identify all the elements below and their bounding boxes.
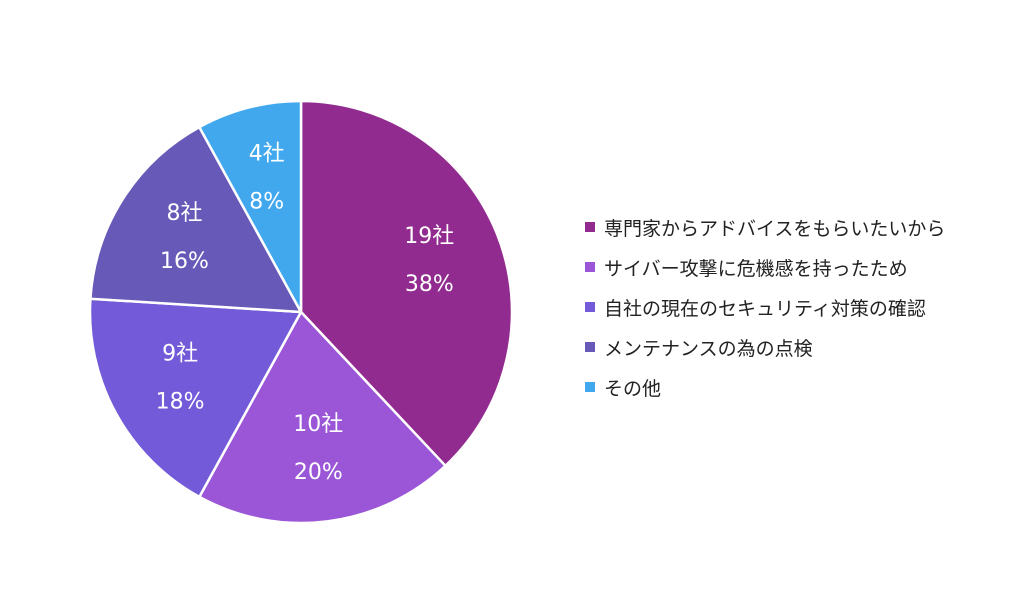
legend: 専門家からアドバイスをもらいたいから サイバー攻撃に危機感を持ったため 自社の現在の… <box>585 207 945 407</box>
legend-item-3: 自社の現在のセキュリティ対策の確認 <box>585 287 945 327</box>
pie-slice-4 <box>89 125 303 314</box>
legend-swatch-1 <box>585 222 595 232</box>
legend-swatch-2 <box>585 262 595 272</box>
legend-item-1: 専門家からアドバイスをもらいたいから <box>585 207 945 247</box>
slice-count-label-5: 4社 <box>249 141 285 166</box>
legend-item-5: その他 <box>585 367 945 407</box>
legend-label-1: 専門家からアドバイスをもらいたいから <box>604 217 946 240</box>
legend-swatch-3 <box>585 302 595 312</box>
slice-percent-label-5: 8% <box>249 189 284 214</box>
legend-item-4: メンテナンスの為の点検 <box>585 327 945 367</box>
legend-label-4: メンテナンスの為の点検 <box>604 337 813 360</box>
slice-count-label-4: 8社 <box>167 201 203 226</box>
slice-count-label-1: 19社 <box>404 224 454 249</box>
slice-percent-label-4: 16% <box>160 249 209 274</box>
slice-percent-label-3: 18% <box>156 390 205 415</box>
slice-percent-label-2: 20% <box>294 460 343 485</box>
legend-swatch-4 <box>585 342 595 352</box>
pie-slices <box>88 99 514 525</box>
pie-slice-2 <box>198 310 447 525</box>
pie-slice-1 <box>299 99 514 468</box>
legend-label-5: その他 <box>604 377 662 400</box>
legend-label-3: 自社の現在のセキュリティ対策の確認 <box>604 297 926 320</box>
pie-slice-3 <box>88 297 303 499</box>
slice-count-label-3: 9社 <box>162 342 198 367</box>
legend-label-2: サイバー攻撃に危機感を持ったため <box>604 257 908 280</box>
legend-item-2: サイバー攻撃に危機感を持ったため <box>585 247 945 287</box>
pie-labels: 19社 38% 10社 20% 9社 18% 8社 16% 4社 8% <box>156 141 455 485</box>
slice-percent-label-1: 38% <box>405 272 454 297</box>
legend-swatch-5 <box>585 382 595 392</box>
pie-slice-5 <box>198 99 303 314</box>
slice-count-label-2: 10社 <box>293 412 343 437</box>
